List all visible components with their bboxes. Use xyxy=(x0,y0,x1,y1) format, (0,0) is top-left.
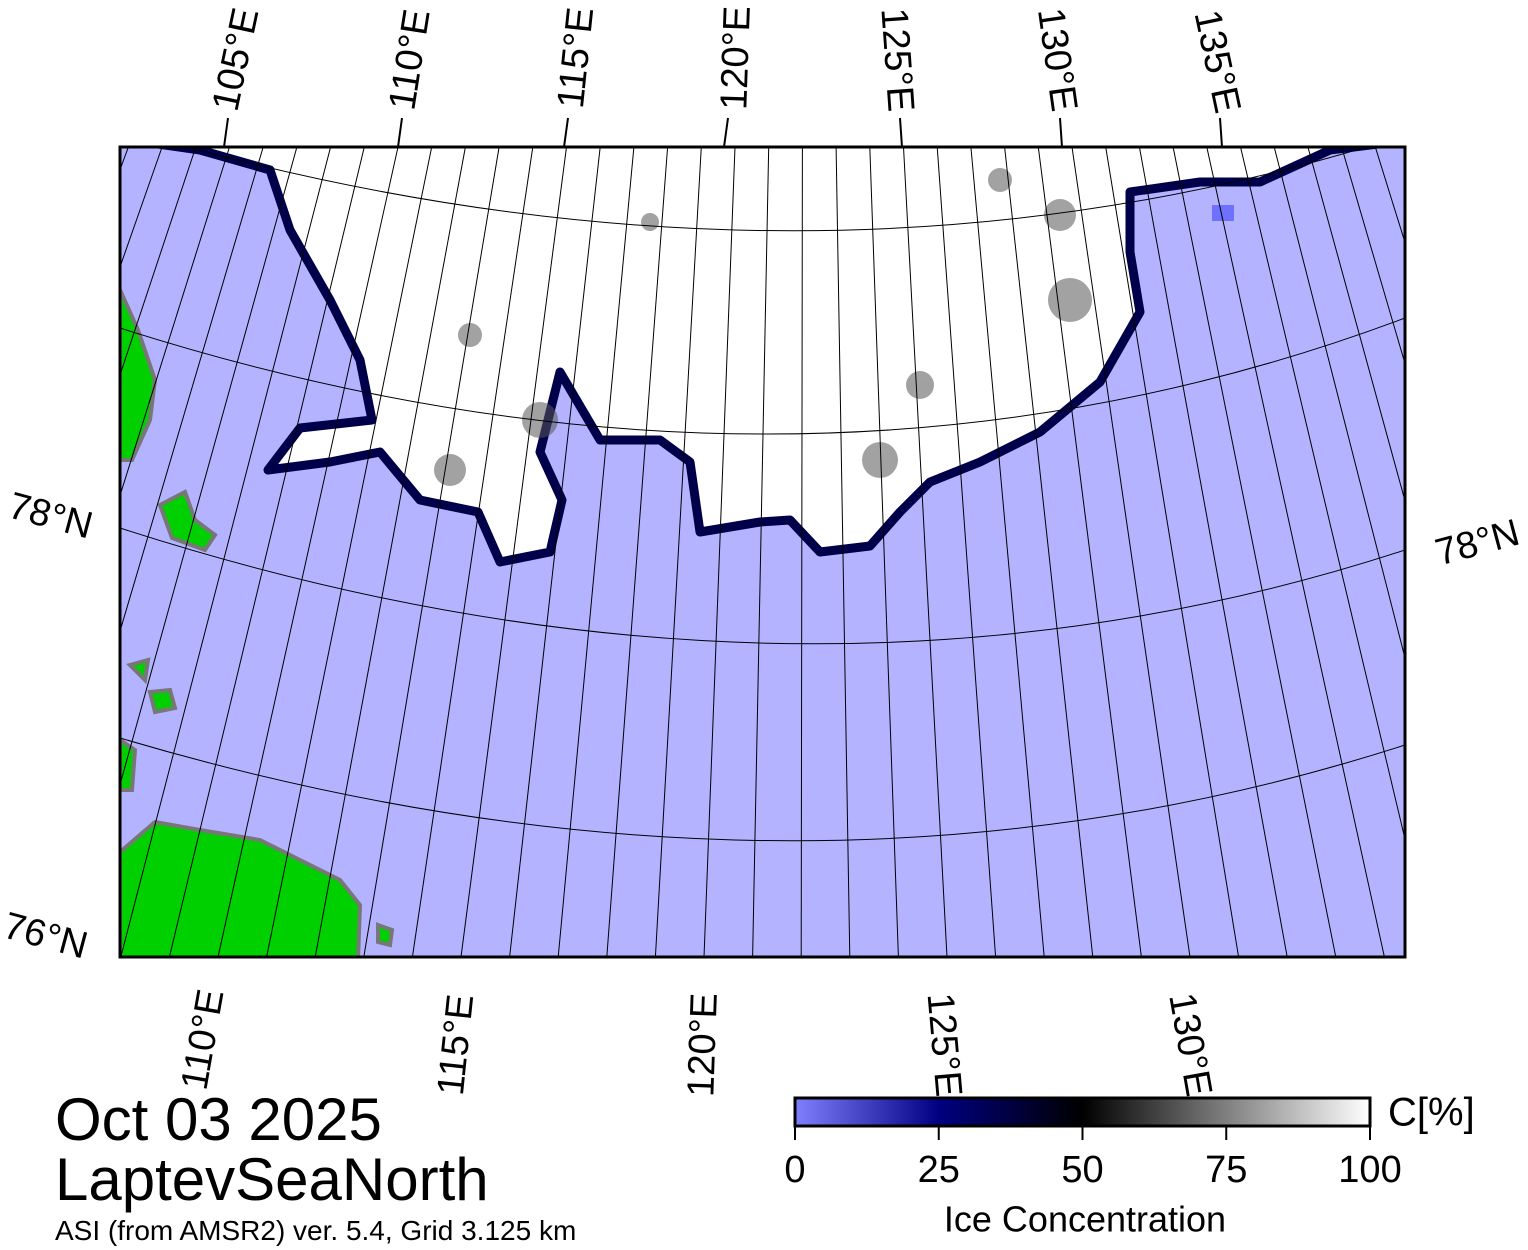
meridian xyxy=(120,147,332,957)
longitude-label: 125°E xyxy=(919,991,970,1098)
tick xyxy=(1219,117,1223,148)
meridian xyxy=(654,147,702,957)
ice-patch xyxy=(1212,205,1234,221)
meridian xyxy=(936,147,997,957)
sea-ice xyxy=(147,147,1391,567)
longitude-label: 130°E xyxy=(1160,990,1219,1100)
meridian xyxy=(1071,147,1191,957)
meridian xyxy=(0,147,61,957)
tick xyxy=(223,117,229,148)
tick xyxy=(899,117,903,148)
latitude-label: 78°N xyxy=(1431,512,1524,575)
meridian xyxy=(0,147,95,957)
meridian xyxy=(1341,147,1405,366)
longitude-label: 135°E xyxy=(1186,6,1249,116)
meridian xyxy=(703,147,736,957)
meridian xyxy=(120,147,264,633)
meridian xyxy=(606,147,669,957)
meridian xyxy=(1138,147,1288,957)
meridian xyxy=(903,147,948,957)
meridian xyxy=(120,147,129,172)
parallel xyxy=(120,527,1405,645)
meridian xyxy=(752,147,770,957)
meridian xyxy=(869,147,899,957)
longitude-label: 110°E xyxy=(381,6,438,112)
map-frame xyxy=(118,145,1407,959)
colorbar-tick-label: 100 xyxy=(1338,1149,1401,1191)
longitude-label: 115°E xyxy=(550,5,602,110)
meridian xyxy=(835,147,851,957)
meridian xyxy=(266,147,433,957)
longitude-label: 125°E xyxy=(872,7,921,114)
colorbar-tick-label: 0 xyxy=(784,1149,805,1191)
tick xyxy=(397,117,403,148)
region: LaptevSeaNorth xyxy=(55,1146,489,1213)
meridian xyxy=(1172,147,1337,957)
meridian xyxy=(411,147,534,957)
meridian xyxy=(1004,147,1094,957)
source: ASI (from AMSR2) ver. 5.4, Grid 3.125 km xyxy=(55,1215,576,1246)
longitude-label: 120°E xyxy=(680,992,726,1097)
meridian xyxy=(120,147,298,787)
land xyxy=(120,289,395,957)
latitude-label: 78°N xyxy=(4,485,97,548)
ice-texture xyxy=(434,168,1092,486)
colorbar-tick-label: 50 xyxy=(1061,1149,1103,1191)
longitude-label: 130°E xyxy=(1029,5,1085,114)
parallel xyxy=(120,317,1405,435)
map-area xyxy=(0,147,1405,957)
colorbar-unit: C[%] xyxy=(1388,1091,1475,1135)
date: Oct 03 2025 xyxy=(55,1086,382,1153)
meridian xyxy=(1206,147,1385,957)
colorbar-title: Ice Concentration xyxy=(944,1199,1226,1240)
meridian xyxy=(557,147,635,957)
colorbar-tick-label: 25 xyxy=(918,1149,960,1191)
meridian xyxy=(217,147,399,957)
longitude-label: 105°E xyxy=(205,4,268,114)
tick xyxy=(1059,117,1063,148)
meridian xyxy=(168,147,365,957)
graticule xyxy=(0,147,1405,957)
meridian xyxy=(1307,147,1405,503)
colorbar xyxy=(793,1096,1372,1128)
meridian xyxy=(363,147,500,957)
meridian xyxy=(120,147,230,498)
meridian xyxy=(1037,147,1142,957)
colorbar-tick-label: 75 xyxy=(1205,1149,1247,1191)
meridian xyxy=(1240,147,1405,842)
tick xyxy=(723,117,729,148)
meridian xyxy=(120,147,197,377)
meridian xyxy=(460,147,567,957)
longitude-label: 110°E xyxy=(174,986,233,1093)
longitude-label: 115°E xyxy=(430,992,482,1097)
parallel xyxy=(185,147,1369,232)
meridian xyxy=(800,147,803,957)
meridian xyxy=(509,147,601,957)
tick xyxy=(563,117,569,148)
parallel xyxy=(120,737,1405,842)
meridian xyxy=(970,147,1045,957)
longitude-label: 120°E xyxy=(713,5,759,110)
meridian xyxy=(1105,147,1240,957)
meridian xyxy=(314,147,466,957)
latitude-label: 76°N xyxy=(0,905,92,968)
meridian xyxy=(1273,147,1405,660)
